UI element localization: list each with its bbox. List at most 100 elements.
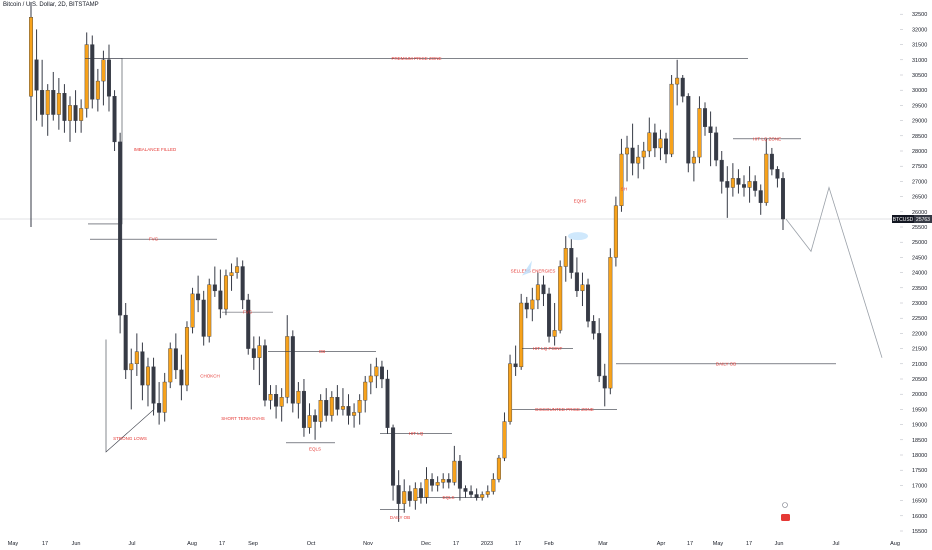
candle[interactable]: [240, 266, 245, 301]
candle[interactable]: [145, 366, 150, 386]
candle[interactable]: [296, 390, 301, 404]
candle[interactable]: [469, 491, 474, 495]
candle[interactable]: [753, 181, 758, 191]
candle[interactable]: [513, 363, 518, 368]
candle[interactable]: [485, 491, 490, 495]
candle[interactable]: [184, 327, 189, 386]
candle[interactable]: [90, 44, 95, 100]
candle[interactable]: [446, 479, 451, 483]
candle[interactable]: [652, 132, 657, 149]
candle[interactable]: [196, 293, 201, 301]
candle[interactable]: [730, 178, 735, 188]
candle[interactable]: [625, 147, 630, 155]
candle[interactable]: [491, 479, 496, 492]
candle[interactable]: [123, 314, 128, 371]
candle[interactable]: [379, 366, 384, 380]
candle[interactable]: [329, 397, 334, 416]
candle[interactable]: [736, 178, 741, 185]
candle[interactable]: [435, 482, 440, 486]
candle[interactable]: [368, 375, 373, 383]
candle[interactable]: [374, 366, 379, 377]
candle[interactable]: [457, 460, 462, 489]
candle[interactable]: [201, 299, 206, 337]
candle[interactable]: [636, 156, 641, 164]
candle[interactable]: [547, 293, 552, 337]
candle[interactable]: [591, 321, 596, 334]
candle[interactable]: [51, 89, 56, 115]
candle[interactable]: [402, 491, 407, 504]
candle[interactable]: [669, 83, 674, 155]
candle[interactable]: [619, 153, 624, 206]
candle[interactable]: [279, 397, 284, 407]
candle[interactable]: [129, 363, 134, 371]
candle[interactable]: [157, 403, 162, 413]
candle[interactable]: [775, 169, 780, 179]
candle[interactable]: [686, 96, 691, 164]
candle[interactable]: [285, 336, 290, 398]
candle[interactable]: [664, 138, 669, 155]
event-flag-icon[interactable]: [781, 514, 790, 521]
candle[interactable]: [335, 397, 340, 410]
candle[interactable]: [452, 460, 457, 483]
candle[interactable]: [106, 59, 111, 97]
candle[interactable]: [84, 44, 89, 109]
candle[interactable]: [441, 479, 446, 483]
candle[interactable]: [45, 89, 50, 115]
candle[interactable]: [262, 345, 267, 401]
candle[interactable]: [307, 415, 312, 428]
candle[interactable]: [251, 348, 256, 358]
candle[interactable]: [407, 491, 412, 501]
candle[interactable]: [630, 147, 635, 164]
candle[interactable]: [67, 105, 72, 121]
candle[interactable]: [586, 284, 591, 322]
candle[interactable]: [29, 17, 34, 97]
candle[interactable]: [246, 299, 251, 349]
candle[interactable]: [352, 412, 357, 416]
candle[interactable]: [56, 93, 61, 115]
candle[interactable]: [229, 272, 234, 276]
candle[interactable]: [218, 290, 223, 310]
candle[interactable]: [658, 138, 663, 149]
candle[interactable]: [474, 494, 479, 498]
candle[interactable]: [396, 485, 401, 504]
candle[interactable]: [597, 333, 602, 377]
candle[interactable]: [725, 181, 730, 188]
candle[interactable]: [274, 394, 279, 407]
candle[interactable]: [758, 190, 763, 203]
candle[interactable]: [385, 378, 390, 428]
candle[interactable]: [708, 126, 713, 133]
candle[interactable]: [223, 275, 228, 310]
candle[interactable]: [703, 108, 708, 127]
candle[interactable]: [168, 348, 173, 383]
candle[interactable]: [357, 400, 362, 413]
candle[interactable]: [563, 248, 568, 267]
candle[interactable]: [519, 302, 524, 368]
candle[interactable]: [62, 93, 67, 121]
candle[interactable]: [424, 479, 429, 498]
candle[interactable]: [418, 488, 423, 498]
candle[interactable]: [207, 284, 212, 337]
candle[interactable]: [480, 494, 485, 498]
candle[interactable]: [318, 400, 323, 422]
candle[interactable]: [40, 89, 45, 115]
candle[interactable]: [742, 184, 747, 188]
candle[interactable]: [290, 336, 295, 404]
candle[interactable]: [647, 132, 652, 152]
candle[interactable]: [346, 406, 351, 416]
candle[interactable]: [34, 59, 39, 91]
candle[interactable]: [162, 381, 167, 413]
candle[interactable]: [463, 488, 468, 492]
candle[interactable]: [675, 77, 680, 85]
candle[interactable]: [118, 141, 123, 316]
candle[interactable]: [324, 400, 329, 416]
candle[interactable]: [268, 394, 273, 401]
event-marker-icon[interactable]: [782, 502, 788, 508]
candle[interactable]: [363, 381, 368, 401]
candle[interactable]: [430, 479, 435, 486]
candle[interactable]: [691, 156, 696, 164]
candle[interactable]: [580, 284, 585, 292]
candle[interactable]: [391, 427, 396, 486]
candle[interactable]: [558, 266, 563, 331]
candle[interactable]: [641, 150, 646, 158]
